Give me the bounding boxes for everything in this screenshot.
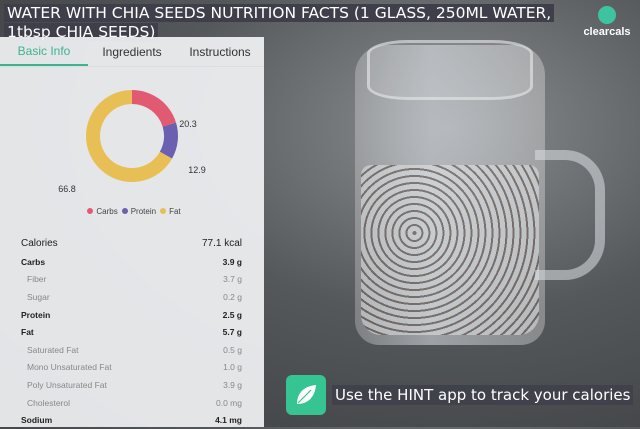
macro-donut-chart: 20.3 12.9 66.8 [58,90,206,194]
nutrient-label: Poly Unsaturated Fat [27,379,107,390]
nutrition-row: Mono Unsaturated Fat 1.0 g [21,359,242,377]
nutrient-value: 3.9 g [223,379,242,390]
tab-basic-info[interactable]: Basic Info [0,37,88,66]
data-label-protein: 12.9 [188,165,206,175]
nutrient-label: Cholesterol [27,397,70,408]
nutrient-label: Protein [21,309,51,320]
page-title: WATER WITH CHIA SEEDS NUTRITION FACTS (1… [4,4,574,42]
nutrition-row: Fat 5.7 g [21,323,242,341]
jar-photo [355,40,545,345]
nutrient-label: Fat [21,327,34,338]
nutrient-label: Calories [21,237,58,249]
tab-ingredients[interactable]: Ingredients [102,44,162,59]
nutrient-value: 3.9 g [222,256,242,267]
nutrient-value: 3.7 g [223,274,242,285]
tree-icon [598,6,616,24]
legend-swatch [87,208,94,214]
slice-protein[interactable] [159,122,178,159]
nutrition-row: Fiber 3.7 g [21,271,242,289]
nutrient-label: Sodium [21,415,53,426]
nutrient-value: 1.0 g [223,362,242,373]
nutrition-row: Carbs 3.9 g [21,253,242,271]
nutrient-label: Sugar [27,291,50,302]
nutrition-panel: Basic Info Ingredients Instructions 20.3 12… [0,37,264,427]
nutrient-value: 77.1 kcal [201,237,242,249]
nutrient-value: 5.7 g [222,327,242,338]
nutrition-row: Saturated Fat 0.5 g [21,341,242,359]
nutrient-value: 2.5 g [222,309,242,320]
nutrient-label: Fiber [27,274,47,285]
nutrition-row: Cholesterol 0.0 mg [21,394,242,412]
jar-handle [535,150,605,280]
nutrition-row: Calories 77.1 kcal [21,233,242,253]
nutrient-label: Mono Unsaturated Fat [27,362,112,373]
nutrient-value: 0.0 mg [216,397,242,408]
slice-carbs[interactable] [132,90,177,127]
nutrient-value: 0.2 g [223,291,242,302]
legend-item[interactable]: Carbs [96,207,118,216]
data-label-carbs: 20.3 [179,119,197,129]
nutrition-row: Sugar 0.2 g [21,288,242,306]
legend-swatch [160,208,167,214]
brand-logo: clearcals [578,6,636,38]
legend-swatch [121,208,128,214]
nutrient-value: 0.5 g [223,344,242,355]
hint-text: Use the HINT app to track your calories [332,385,634,405]
nutrient-label: Saturated Fat [27,344,79,355]
nutrition-row: Sodium 4.1 mg [21,411,242,429]
leaf-icon [286,375,326,415]
nutrient-value: 4.1 mg [215,415,242,426]
chart-legend: Carbs Protein Fat [0,207,264,216]
legend-item[interactable]: Protein [130,207,157,216]
legend-item[interactable]: Fat [169,207,181,216]
slice-fat[interactable] [86,90,173,182]
tab-instructions[interactable]: Instructions [189,44,251,59]
data-label-fat: 66.8 [58,184,76,194]
hint-banner[interactable]: Use the HINT app to track your calories [286,375,634,415]
nutrition-row: Poly Unsaturated Fat 3.9 g [21,376,242,394]
nutrition-row: Protein 2.5 g [21,306,242,324]
nutrient-label: Carbs [21,256,46,267]
